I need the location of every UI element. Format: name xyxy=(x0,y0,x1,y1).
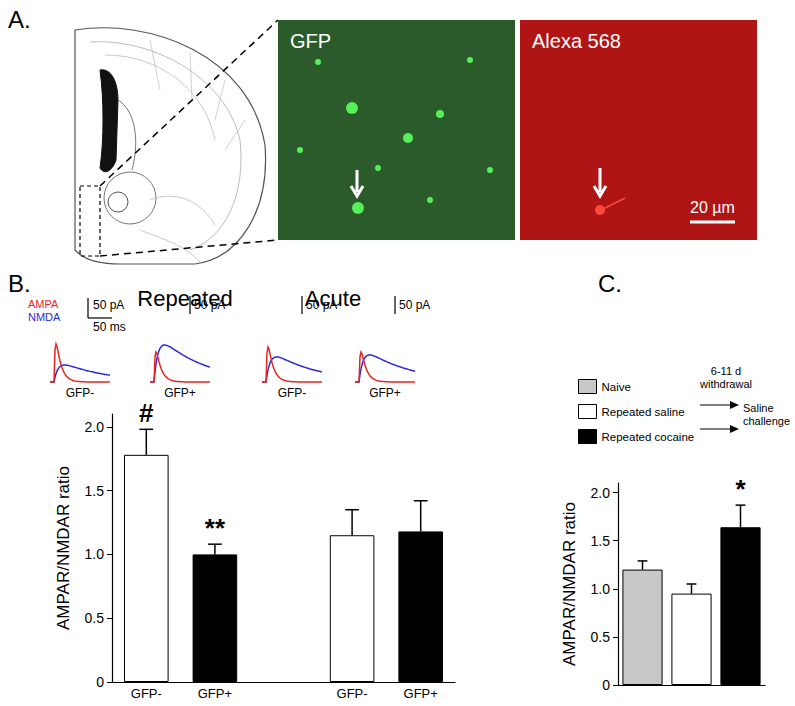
svg-text:Repeated: Repeated xyxy=(137,286,232,311)
svg-text:#: # xyxy=(139,398,154,428)
svg-text:50 pA: 50 pA xyxy=(399,298,430,312)
svg-text:1.5: 1.5 xyxy=(85,483,105,499)
svg-text:20 µm: 20 µm xyxy=(690,199,735,216)
svg-text:GFP-: GFP- xyxy=(337,686,368,701)
svg-text:GFP+: GFP+ xyxy=(404,686,438,701)
svg-text:2.0: 2.0 xyxy=(85,419,105,435)
svg-text:GFP: GFP xyxy=(290,30,331,52)
svg-text:AMPA: AMPA xyxy=(28,298,59,310)
svg-text:GFP+: GFP+ xyxy=(369,386,401,400)
svg-text:50 pA: 50 pA xyxy=(93,298,124,312)
svg-text:50 pA: 50 pA xyxy=(194,298,225,312)
svg-text:0.5: 0.5 xyxy=(591,629,611,645)
svg-text:AMPAR/NMDAR ratio: AMPAR/NMDAR ratio xyxy=(54,466,73,630)
svg-text:50 pA: 50 pA xyxy=(306,298,337,312)
svg-text:*: * xyxy=(735,474,746,504)
svg-text:0.5: 0.5 xyxy=(85,610,105,626)
svg-text:GFP+: GFP+ xyxy=(198,686,232,701)
svg-text:0: 0 xyxy=(602,677,610,693)
svg-text:Repeated saline: Repeated saline xyxy=(602,406,685,418)
svg-text:1.0: 1.0 xyxy=(591,581,611,597)
html-text:6-11 d withdrawal: 6-11 d withdrawal xyxy=(700,365,752,390)
svg-text:B.: B. xyxy=(8,270,31,297)
svg-text:AMPAR/NMDAR ratio: AMPAR/NMDAR ratio xyxy=(560,502,579,666)
svg-text:50 ms: 50 ms xyxy=(93,320,126,334)
svg-text:Repeated cocaine: Repeated cocaine xyxy=(602,431,695,443)
svg-text:GFP-: GFP- xyxy=(131,686,162,701)
svg-text:C.: C. xyxy=(598,270,622,297)
svg-text:0: 0 xyxy=(96,674,104,690)
svg-text:Naive: Naive xyxy=(602,381,631,393)
svg-text:GFP+: GFP+ xyxy=(164,386,196,400)
html-text:Saline challenge: Saline challenge xyxy=(743,402,791,427)
svg-text:1.5: 1.5 xyxy=(591,533,611,549)
svg-text:NMDA: NMDA xyxy=(28,311,61,323)
svg-text:**: ** xyxy=(205,513,226,543)
svg-text:2.0: 2.0 xyxy=(591,485,611,501)
svg-text:GFP-: GFP- xyxy=(66,386,95,400)
svg-text:Acute: Acute xyxy=(305,286,361,311)
svg-text:1.0: 1.0 xyxy=(85,546,105,562)
svg-text:GFP-: GFP- xyxy=(278,386,307,400)
svg-text:Alexa 568: Alexa 568 xyxy=(532,30,621,52)
svg-text:A.: A. xyxy=(8,6,31,33)
